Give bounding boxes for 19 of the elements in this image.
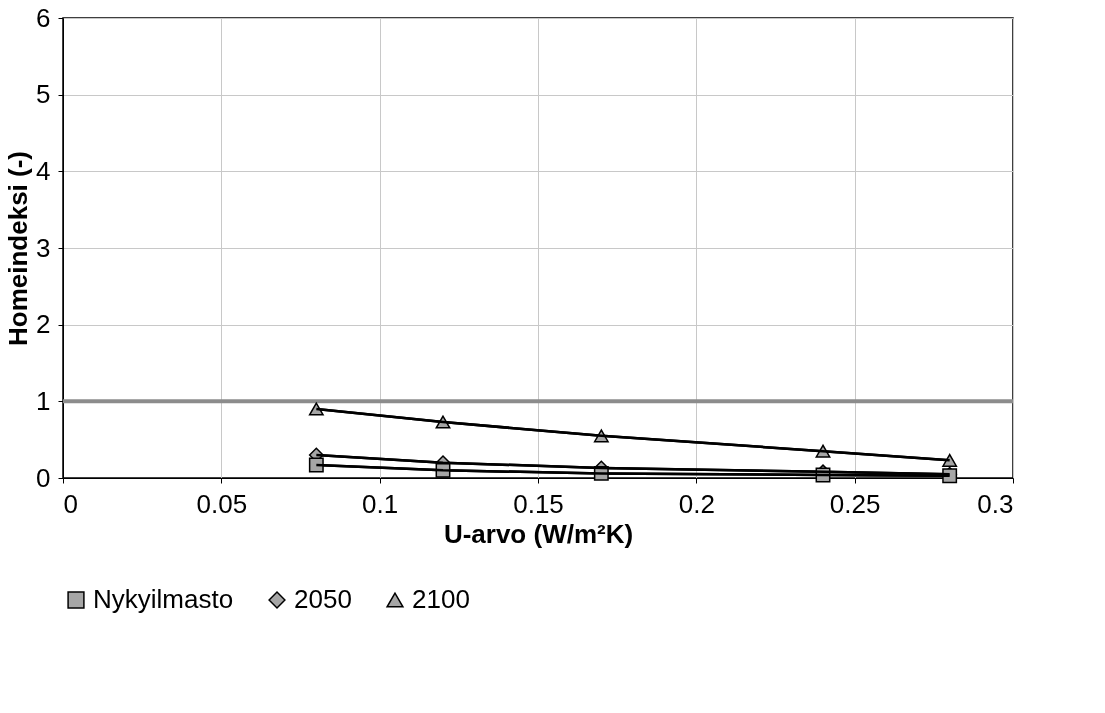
x-tick-label: 0 (63, 488, 78, 519)
x-tick-label: 0.1 (362, 488, 399, 519)
x-tick-label: 0.2 (678, 488, 715, 519)
x-tick-label: 0.3 (977, 488, 1014, 519)
y-tick-label: 0 (36, 462, 51, 493)
x-axis-title: U-arvo (W/m²K) (443, 518, 634, 549)
x-tick-label: 0.05 (196, 488, 248, 519)
x-tick-label: 0.15 (513, 488, 564, 519)
legend-label: 2100 (412, 584, 470, 614)
y-tick-label: 5 (36, 79, 51, 110)
y-tick-label: 3 (36, 232, 51, 263)
y-tick-label: 2 (36, 309, 51, 340)
y-tick-label: 6 (36, 2, 51, 33)
y-tick-label: 1 (36, 385, 51, 416)
legend-label: 2050 (294, 584, 352, 614)
x-tick-label: 0.25 (829, 488, 881, 519)
y-tick-label: 4 (36, 155, 51, 186)
legend-label: Nykyilmasto (93, 584, 234, 614)
y-axis-title: Homeindeksi (-) (3, 150, 34, 347)
